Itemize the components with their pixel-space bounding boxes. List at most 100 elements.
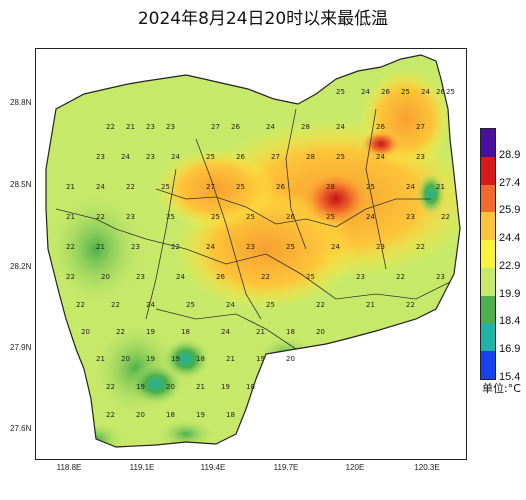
- station-value: 20: [81, 328, 90, 336]
- station-value: 23: [166, 123, 175, 131]
- station-value: 26: [286, 213, 295, 221]
- legend-unit: 单位:°C: [482, 382, 521, 395]
- station-value: 25: [166, 213, 175, 221]
- station-value: 21: [66, 213, 75, 221]
- temperature-field: [46, 55, 460, 447]
- station-value: 24: [331, 243, 340, 251]
- station-value: 24: [336, 123, 345, 131]
- map-title: 2024年8月24日20时以来最低温: [137, 9, 389, 29]
- station-value: 25: [336, 153, 345, 161]
- station-value: 19: [256, 355, 265, 363]
- station-value: 23: [146, 153, 155, 161]
- legend-swatch: [481, 240, 495, 268]
- station-value: 23: [406, 213, 415, 221]
- legend-swatch: [481, 184, 495, 213]
- station-value: 24: [226, 301, 235, 309]
- legend-level: 28.9: [499, 148, 521, 161]
- lat-tick: 28.5N: [10, 180, 32, 189]
- station-value: 27: [416, 123, 425, 131]
- station-value: 20: [101, 273, 110, 281]
- legend-level: 24.4: [499, 232, 521, 245]
- station-value: 23: [131, 243, 140, 251]
- station-value: 19: [196, 411, 205, 419]
- station-value: 28: [306, 153, 315, 161]
- station-value: 24: [176, 273, 185, 281]
- lat-tick: 27.9N: [10, 343, 32, 352]
- legend-swatch: [481, 267, 495, 296]
- station-value: 25: [446, 88, 455, 96]
- station-value: 25: [326, 213, 335, 221]
- lon-tick: 118.8E: [56, 463, 82, 472]
- station-value: 25: [336, 88, 345, 96]
- station-value: 25: [206, 153, 215, 161]
- station-value: 25: [186, 301, 195, 309]
- station-value: 25: [211, 213, 220, 221]
- station-value: 20: [286, 355, 295, 363]
- lon-tick: 119.4E: [200, 463, 226, 472]
- station-value: 24: [421, 88, 430, 96]
- lon-tick: 120.3E: [414, 463, 440, 472]
- station-value: 25: [266, 301, 275, 309]
- station-value: 22: [416, 243, 425, 251]
- legend-swatch: [481, 323, 495, 352]
- station-value: 25: [161, 183, 170, 191]
- station-value: 21: [436, 183, 445, 191]
- station-value: 18: [286, 328, 295, 336]
- station-value: 22: [106, 383, 115, 391]
- station-value: 28: [301, 123, 310, 131]
- station-value: 18: [196, 355, 205, 363]
- station-value: 25: [306, 273, 315, 281]
- station-value: 22: [116, 328, 125, 336]
- station-value: 20: [121, 355, 130, 363]
- station-value: 21: [366, 301, 375, 309]
- station-value: 27: [206, 183, 215, 191]
- station-value: 27: [211, 123, 220, 131]
- station-value: 24: [121, 153, 130, 161]
- station-value: 24: [171, 153, 180, 161]
- station-value: 23: [246, 243, 255, 251]
- legend-level: 15.4: [499, 371, 521, 383]
- station-value: 19: [171, 355, 180, 363]
- station-value: 26: [376, 123, 385, 131]
- legend-level: 18.4: [499, 315, 521, 328]
- station-value: 24: [366, 213, 375, 221]
- station-value: 23: [436, 273, 445, 281]
- station-value: 19: [136, 383, 145, 391]
- station-value: 20: [136, 411, 145, 419]
- station-value: 24: [376, 153, 385, 161]
- legend-swatch: [481, 212, 495, 241]
- color-legend: [480, 128, 496, 380]
- legend-swatch: [481, 295, 495, 324]
- station-value: 23: [376, 243, 385, 251]
- station-value: 24: [406, 183, 415, 191]
- station-value: 23: [356, 273, 365, 281]
- station-value: 21: [66, 183, 75, 191]
- map-frame: 25 24 26 25 24 26 25 22 21 23 23 27 26 24 28 24 26 27 23 24…: [35, 48, 467, 460]
- lon-tick: 120E: [345, 463, 365, 472]
- station-value: 26: [236, 153, 245, 161]
- station-value: 25: [401, 88, 410, 96]
- station-value: 23: [126, 213, 135, 221]
- station-value: 19: [146, 328, 155, 336]
- legend-level: 19.9: [499, 287, 521, 300]
- legend-swatch: [481, 156, 495, 185]
- station-value: 24: [206, 243, 215, 251]
- lat-tick: 28.8N: [10, 98, 32, 107]
- station-value: 26: [436, 88, 445, 96]
- station-value: 25: [236, 183, 245, 191]
- station-value: 21: [96, 243, 105, 251]
- station-value: 22: [106, 123, 115, 131]
- station-value: 26: [276, 183, 285, 191]
- station-value: 22: [66, 243, 75, 251]
- station-value: 22: [171, 243, 180, 251]
- station-value: 21: [196, 383, 205, 391]
- lon-tick: 119.1E: [129, 463, 155, 472]
- station-value: 21: [126, 123, 135, 131]
- lat-tick: 28.2N: [10, 262, 32, 271]
- station-value: 24: [361, 88, 370, 96]
- station-value: 24: [221, 328, 230, 336]
- station-value: 18: [181, 328, 190, 336]
- station-value: 22: [76, 301, 85, 309]
